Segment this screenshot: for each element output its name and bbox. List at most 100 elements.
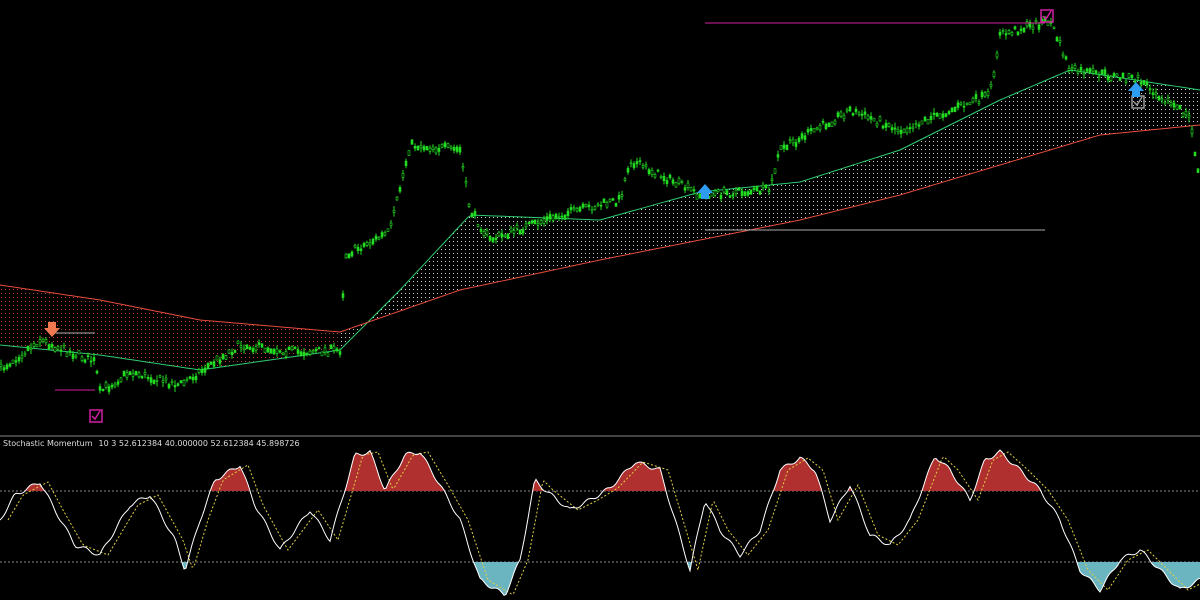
candle-body — [578, 206, 582, 212]
candle-body — [947, 111, 951, 115]
candle-body — [431, 146, 435, 151]
candle-body — [392, 210, 396, 213]
candle-body — [11, 359, 15, 365]
candle-body — [1148, 88, 1152, 91]
candle-body — [1037, 24, 1041, 30]
candle-body — [845, 109, 849, 112]
candle-body — [872, 117, 876, 122]
candle-body — [869, 116, 873, 120]
candle-body — [860, 113, 864, 116]
slow-ma — [0, 124, 1200, 333]
candle-body — [539, 220, 543, 225]
signal-check-box — [89, 409, 103, 423]
candle-body — [464, 181, 468, 184]
candle-body — [80, 356, 84, 361]
candle-body — [266, 347, 270, 353]
candle-body — [980, 91, 984, 98]
candle-body — [791, 139, 795, 144]
candle-body — [0, 363, 3, 367]
candle-body — [71, 353, 75, 359]
candle-body — [311, 350, 315, 353]
candle-body — [1193, 151, 1197, 157]
candle-body — [884, 122, 888, 128]
candle-body — [605, 202, 609, 208]
candle-body — [671, 179, 675, 184]
candle-body — [185, 378, 189, 381]
candle-body — [173, 385, 177, 388]
candle-body — [335, 348, 339, 352]
candle-body — [785, 144, 789, 150]
candle-body — [1187, 114, 1191, 118]
candle-body — [257, 342, 261, 345]
candle-body — [620, 194, 624, 197]
candle-body — [878, 116, 882, 122]
candle-body — [395, 196, 399, 201]
candle-body — [515, 225, 519, 229]
candle-body — [929, 115, 933, 120]
candle-body — [1121, 72, 1125, 79]
candle-body — [590, 208, 594, 212]
candle-body — [674, 182, 678, 188]
candle-body — [425, 145, 429, 151]
candle-body — [161, 380, 165, 383]
candle-body — [728, 195, 732, 198]
candle-body — [563, 214, 567, 220]
candle-body — [122, 370, 126, 377]
candle-body — [887, 123, 891, 127]
candle-body — [662, 175, 666, 182]
candle-body — [434, 147, 438, 154]
candle-body — [911, 126, 915, 129]
candle-body — [1118, 77, 1122, 81]
candle-body — [164, 377, 168, 381]
candle-body — [341, 293, 345, 298]
candle-body — [893, 127, 897, 130]
candle-body — [1184, 111, 1188, 116]
candle-body — [737, 187, 741, 191]
candle-body — [914, 123, 918, 126]
candle-body — [299, 351, 303, 356]
candle-body — [935, 112, 939, 117]
candle-body — [47, 344, 51, 350]
candle-body — [581, 203, 585, 208]
candle-body — [101, 388, 105, 392]
candle-body — [512, 230, 516, 234]
candle-body — [104, 382, 108, 388]
candle-body — [770, 178, 774, 181]
candle-body — [641, 165, 645, 168]
cloud-bullish — [340, 70, 1200, 351]
candle-body — [1001, 30, 1005, 33]
indicator-params: 10 3 52.612384 40.000000 52.612384 45.89… — [99, 439, 300, 448]
candle-body — [488, 235, 492, 241]
candle-body — [839, 111, 843, 117]
candle-body — [830, 121, 834, 127]
candle-body — [380, 232, 384, 238]
candle-body — [344, 253, 348, 259]
candle-body — [1070, 67, 1074, 70]
candle-body — [536, 223, 540, 226]
candle-body — [437, 147, 441, 152]
candle-body — [503, 234, 507, 238]
candle-body — [881, 125, 885, 129]
candle-body — [1061, 53, 1065, 57]
candle-body — [449, 146, 453, 149]
candle-body — [179, 380, 183, 384]
signal-check-mark — [1042, 10, 1052, 21]
candle-body — [533, 219, 537, 225]
candle-body — [251, 348, 255, 353]
candle-body — [212, 361, 216, 367]
candle-body — [1136, 74, 1140, 78]
candle-body — [20, 355, 24, 359]
candle-body — [23, 352, 27, 356]
candle-body — [278, 350, 282, 353]
candle-body — [1157, 96, 1161, 101]
candle-body — [293, 346, 297, 349]
candle-body — [68, 350, 72, 353]
candle-body — [356, 246, 360, 252]
candle-body — [8, 363, 12, 367]
candle-body — [119, 377, 123, 383]
candle-body — [566, 210, 570, 217]
candle-body — [500, 233, 504, 238]
candle-body — [986, 91, 990, 96]
candle-body — [1169, 102, 1173, 106]
candle-body — [65, 352, 69, 357]
